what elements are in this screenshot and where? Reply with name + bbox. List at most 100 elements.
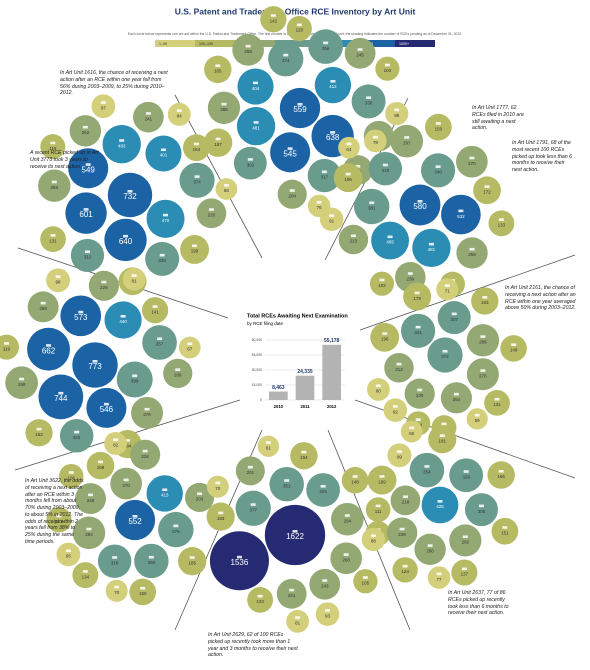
bubble-icon: [428, 544, 433, 547]
bubble-label: 268: [342, 557, 350, 562]
bubble-label: 640: [119, 237, 133, 246]
legend-label: 100–199: [199, 42, 213, 46]
bubble-label: 221: [288, 593, 296, 598]
bubble-icon: [346, 143, 351, 146]
bubble-label: 305: [478, 509, 486, 514]
bubble-label: 732: [123, 192, 137, 201]
bubble-icon: [371, 534, 376, 537]
bubble-label: 185: [188, 560, 196, 565]
bubble-label: 172: [483, 189, 491, 194]
bubble-label: 372: [441, 354, 449, 359]
bubble-icon: [221, 103, 226, 106]
bubble-icon: [424, 465, 429, 468]
inset-title: Total RCEs Awaiting Next Examination: [247, 313, 348, 319]
bubble-label: 151: [501, 530, 509, 535]
bubble-label: 131: [493, 402, 501, 407]
bubble-label: 662: [42, 346, 56, 355]
bubble-label: 276: [143, 412, 151, 417]
bubble-icon: [329, 214, 334, 217]
note: A recent RCE picked up in Art Unit 3773 …: [30, 150, 100, 170]
bubble-icon: [162, 488, 167, 491]
bubble-label: 404: [252, 86, 260, 91]
bubble-label: 282: [462, 540, 470, 545]
bubble-icon: [480, 335, 485, 338]
bubble-icon: [37, 428, 42, 431]
bubble-icon: [153, 305, 158, 308]
bubble-label: 154: [193, 147, 201, 152]
bubble-label: 270: [122, 483, 130, 488]
bubble-label: 239: [398, 532, 406, 537]
bubble-label: 70: [114, 590, 120, 595]
bubble-icon: [258, 595, 263, 598]
inset-chart: Total RCEs Awaiting Next Examination by …: [247, 313, 348, 409]
bubble-label: 318: [111, 560, 119, 565]
bubble-icon: [499, 218, 504, 221]
bubble-label: 133: [498, 222, 506, 227]
bubble-icon: [482, 296, 487, 299]
bubble-icon: [511, 343, 516, 346]
bubble-label: 111: [375, 509, 382, 514]
bubble-icon: [376, 505, 381, 508]
bubble-icon: [101, 281, 106, 284]
bubble-label: 150: [435, 126, 443, 131]
bubble-label: 559: [293, 105, 307, 114]
bubble-label: 258: [468, 252, 476, 257]
bubble-icon: [383, 164, 388, 167]
bubble-icon: [86, 528, 91, 531]
bubble-icon: [161, 148, 166, 151]
bubble-icon: [436, 165, 441, 168]
bubble-icon: [404, 136, 409, 139]
bubble-label: 82: [113, 443, 119, 448]
bubble-label: 213: [350, 239, 358, 244]
bubble-label: 70: [215, 486, 221, 491]
note: In Art Unit 2637, 77 of 86 RCEs picked u…: [448, 590, 510, 617]
bubble-label: 374: [193, 179, 201, 184]
bubble-label: 102: [378, 283, 386, 288]
bubble-icon: [382, 332, 387, 335]
bubble-icon: [284, 479, 289, 482]
bubble-label: 289: [479, 340, 487, 345]
bubble-label: 81: [295, 620, 301, 625]
bubble-label: 97: [101, 105, 107, 110]
bubble-label: 351: [283, 483, 291, 488]
bubble-icon: [132, 375, 137, 378]
bubble-label: 134: [82, 574, 90, 579]
bubble-icon: [83, 570, 88, 573]
bubble-label: 425: [436, 504, 444, 509]
bubble-label: 270: [468, 161, 476, 166]
bubble-label: 212: [395, 367, 403, 372]
bubble-icon: [114, 586, 119, 589]
bubble-label: 230: [416, 393, 424, 398]
bubble-icon: [52, 181, 57, 184]
bubble-icon: [145, 408, 150, 411]
bubble-icon: [440, 434, 445, 437]
bubble-label: 168: [97, 465, 105, 470]
bubble-icon: [358, 48, 363, 51]
bubble-icon: [417, 389, 422, 392]
bubble-label: 229: [100, 285, 108, 290]
bubble-icon: [429, 243, 434, 246]
bubble-icon: [344, 553, 349, 556]
bubble-label: 298: [18, 382, 26, 387]
bubble-label: 81: [132, 278, 138, 283]
bubble-label: 356: [322, 46, 330, 51]
bubble-label: 120: [296, 28, 304, 33]
bubble-icon: [56, 275, 61, 278]
bubble-label: 119: [3, 346, 11, 351]
bubble-label: 312: [84, 255, 92, 260]
bubble-icon: [415, 292, 420, 295]
bubble-label: 573: [74, 313, 88, 322]
bubble-label: 302: [247, 162, 255, 167]
bubble-icon: [215, 482, 220, 485]
bubble-label: 260: [426, 549, 434, 554]
bubble-label: 250: [39, 306, 47, 311]
bubble-icon: [101, 101, 106, 104]
legend-label: 1000+: [399, 42, 409, 46]
bubble-icon: [143, 450, 148, 453]
bubble-label: 201: [247, 470, 255, 475]
bubble-icon: [271, 14, 276, 17]
bubble-icon: [301, 451, 306, 454]
bubble-icon: [369, 202, 374, 205]
note: In Art Unit 2629, 62 of 100 RCEs picked …: [208, 632, 298, 659]
bar: [296, 376, 315, 400]
